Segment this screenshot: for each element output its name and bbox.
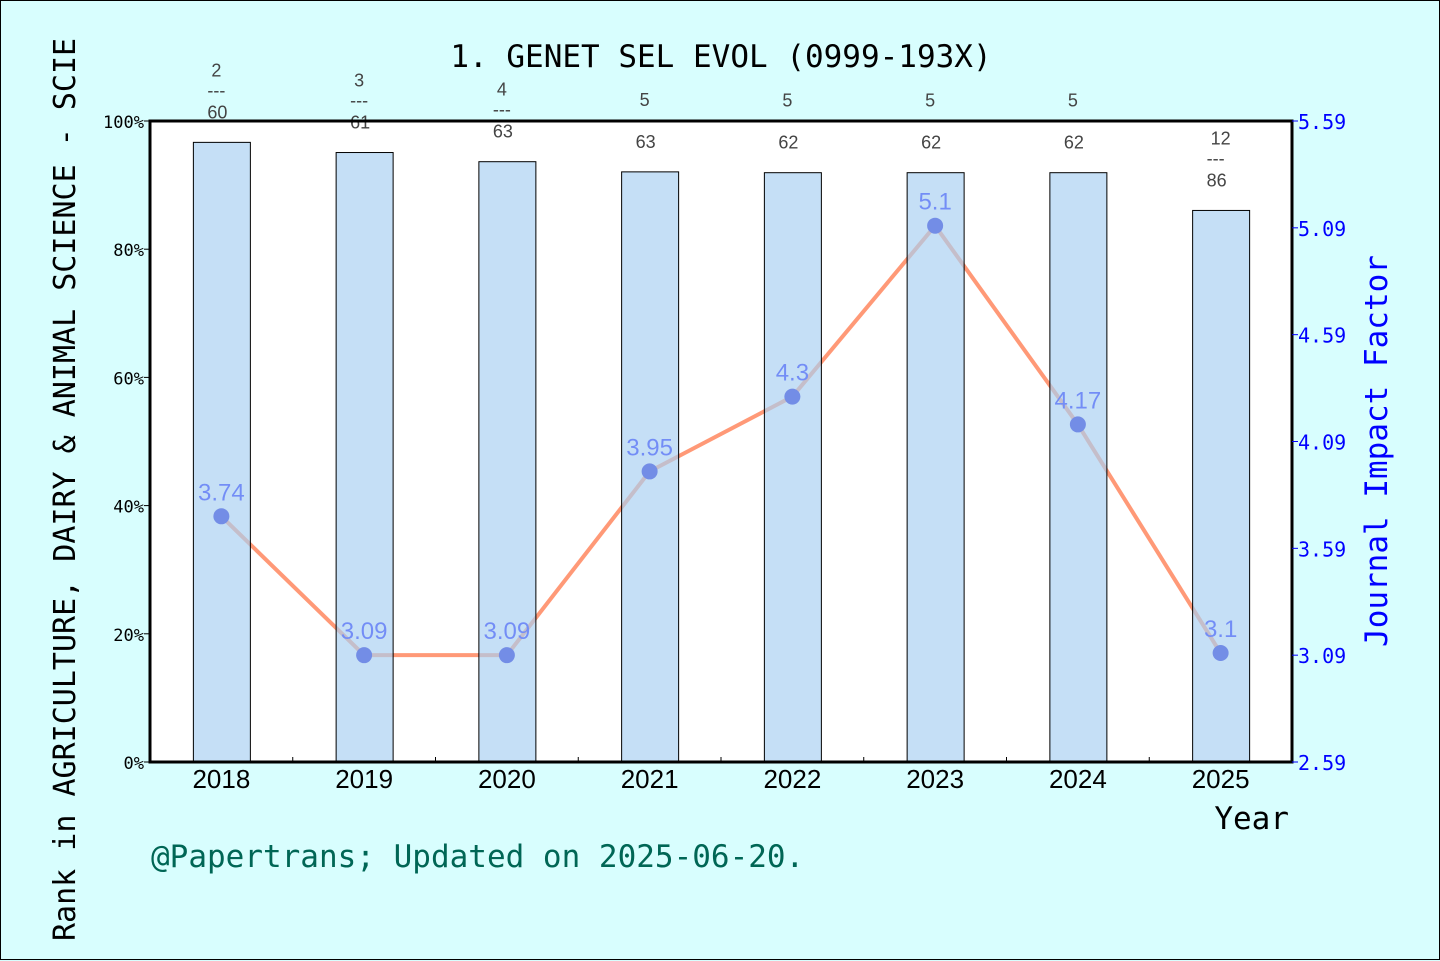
y-right-tick-label: 3.59	[1298, 537, 1346, 561]
x-tick-label: 2020	[478, 764, 536, 794]
rank-bar	[1192, 209, 1251, 763]
y-left-tick-label: 80%	[113, 241, 144, 261]
y-right-tick-label: 4.59	[1298, 324, 1346, 348]
x-tick-label: 2019	[335, 764, 393, 794]
x-tick-label: 2025	[1192, 764, 1250, 794]
y-right-tick-label: 5.09	[1298, 217, 1346, 241]
x-tick-label: 2024	[1049, 764, 1107, 794]
y-left-tick-label: 100%	[103, 113, 144, 133]
rank-total: 63	[493, 122, 513, 142]
x-tick-label: 2022	[763, 764, 821, 794]
y-left-tick-label: 60%	[113, 369, 144, 389]
rank-total: 62	[1064, 133, 1084, 153]
y-left-tick-label: 40%	[113, 498, 144, 518]
rank-bar	[335, 152, 394, 763]
rank-bar	[192, 141, 251, 763]
rank-bar	[621, 171, 680, 763]
rank-numerator: 5	[782, 91, 792, 111]
y-right-tick-label: 4.09	[1298, 431, 1346, 455]
rank-separator: ---	[493, 100, 511, 120]
y-right-tick-label: 5.59	[1298, 110, 1346, 134]
rank-total: 61	[350, 113, 370, 133]
rank-separator: ---	[1207, 148, 1225, 168]
x-tick-label: 2021	[621, 764, 679, 794]
y-axis-left-label: Rank in AGRICULTURE, DAIRY & ANIMAL SCIE…	[48, 38, 83, 941]
x-tick-label: 2023	[906, 764, 964, 794]
plot-area	[150, 121, 1292, 762]
rank-bar	[906, 172, 965, 763]
rank-numerator: 4	[497, 80, 507, 100]
y-right-tick-label: 2.59	[1298, 751, 1346, 775]
y-right-tick-label: 3.09	[1298, 644, 1346, 668]
y-left-tick-label: 0%	[124, 754, 144, 774]
rank-numerator: 3	[354, 71, 364, 91]
rank-separator: ---	[350, 91, 368, 111]
rank-bar	[1049, 172, 1108, 763]
rank-total: 62	[921, 133, 941, 153]
rank-numerator: 5	[640, 90, 650, 110]
rank-numerator: 12	[1211, 128, 1231, 148]
x-tick-label: 2018	[192, 764, 250, 794]
y-axis-right-label: Journal Impact Factor	[1359, 255, 1395, 647]
rank-bar	[478, 161, 537, 763]
rank-bar	[763, 172, 822, 763]
rank-numerator: 5	[925, 91, 935, 111]
rank-total: 62	[778, 133, 798, 153]
rank-total: 63	[636, 132, 656, 152]
rank-numerator: 2	[211, 60, 221, 80]
rank-total: 86	[1207, 170, 1227, 190]
y-left-tick-label: 20%	[113, 626, 144, 646]
footer-note: @Papertrans; Updated on 2025-06-20.	[151, 839, 804, 875]
rank-numerator: 5	[1068, 91, 1078, 111]
chart-title: 1. GENET SEL EVOL (0999-193X)	[450, 39, 991, 75]
x-axis-label: Year	[1214, 801, 1289, 837]
rank-separator: ---	[207, 80, 225, 100]
rank-total: 60	[207, 102, 227, 122]
